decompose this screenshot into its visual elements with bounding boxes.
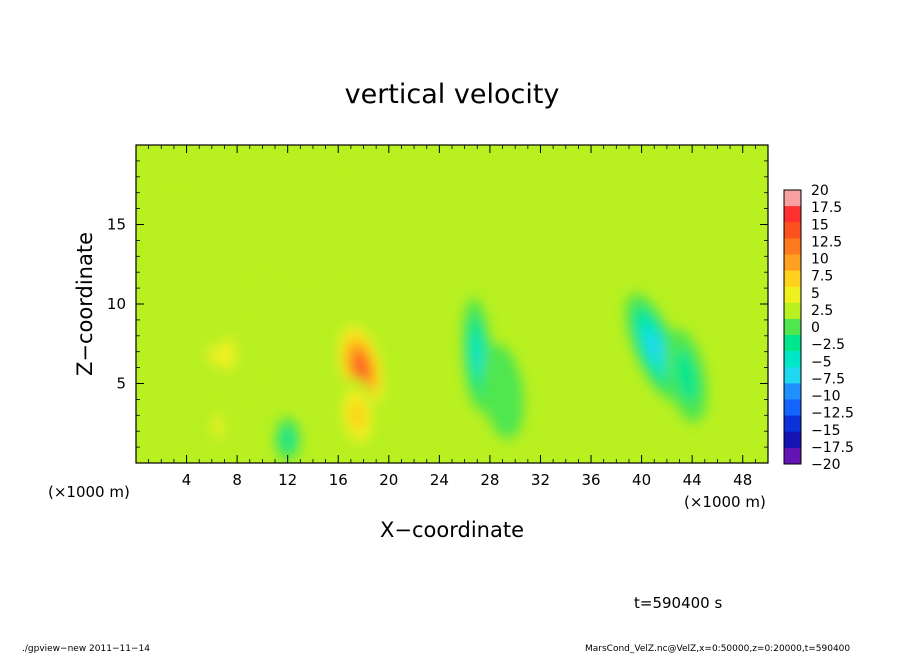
colorbar-label: −12.5 xyxy=(811,406,854,422)
colorbar-cell xyxy=(784,190,801,207)
heatmap-feature-5-level-0 xyxy=(254,278,334,426)
colorbar-label: −10 xyxy=(811,389,841,405)
footer-left: ./gpview−new 2011−11−14 xyxy=(22,644,150,654)
heatmap-feature-7-level-1 xyxy=(280,426,295,452)
colorbar-label: 20 xyxy=(811,183,829,199)
y-axis-label: Z−coordinate xyxy=(73,232,97,376)
colorbar-label: 5 xyxy=(811,286,820,302)
x-tick-label: 40 xyxy=(632,471,651,489)
colorbar-cell xyxy=(784,318,801,336)
colorbar-label: −15 xyxy=(811,423,841,439)
colorbar-cell xyxy=(784,302,801,320)
colorbar-label: 0 xyxy=(811,320,820,336)
y-tick-label: 5 xyxy=(116,375,126,393)
x-tick-label: 48 xyxy=(733,471,752,489)
heatmap-feature-11-level-1 xyxy=(673,349,698,403)
x-tick-label: 8 xyxy=(232,471,242,489)
colorbar-cell xyxy=(784,447,801,465)
x-tick-label: 24 xyxy=(430,471,449,489)
x-unit-right: (×1000 m) xyxy=(684,493,766,511)
y-tick-label: 10 xyxy=(107,295,126,313)
y-tick-label: 15 xyxy=(107,216,126,234)
x-axis-label: X−coordinate xyxy=(380,518,524,542)
colorbar-cell xyxy=(784,206,801,223)
heatmap-feature-6-level-0 xyxy=(249,176,377,273)
colorbar-cell xyxy=(784,367,801,384)
colorbar-cell xyxy=(784,415,801,433)
time-label: t=590400 s xyxy=(634,594,722,612)
colorbar-cell xyxy=(784,286,801,304)
colorbar-label: 2.5 xyxy=(811,303,833,319)
y-axis: 5 10 15 xyxy=(107,160,768,448)
colorbar-cell xyxy=(784,270,801,288)
colorbar-label: 7.5 xyxy=(811,269,833,285)
heatmap-feature-9-level-0 xyxy=(481,344,524,439)
x-unit-left: (×1000 m) xyxy=(48,483,130,501)
colorbar-label: 15 xyxy=(811,217,829,233)
colorbar-frame xyxy=(783,189,802,465)
x-tick-label: 12 xyxy=(278,471,297,489)
heatmap-feature-3-level-1 xyxy=(213,413,223,440)
heatmap-field xyxy=(136,145,768,463)
x-axis: 4 8 12 16 20 24 28 32 36 40 44 48 xyxy=(148,145,756,489)
heatmap-feature-8-level-2 xyxy=(471,332,483,378)
colorbar-label: −20 xyxy=(811,457,841,473)
colorbar-cell xyxy=(784,383,801,401)
x-tick-label: 16 xyxy=(329,471,348,489)
colorbar-label: −7.5 xyxy=(811,371,845,387)
x-tick-label: 36 xyxy=(581,471,600,489)
x-tick-label: 4 xyxy=(182,471,192,489)
x-tick-label: 28 xyxy=(480,471,499,489)
x-tick-label: 20 xyxy=(379,471,398,489)
colorbar-label: −2.5 xyxy=(811,337,845,353)
heatmap-feature-4-level-0 xyxy=(150,195,236,350)
colorbar-label: 12.5 xyxy=(811,234,842,250)
colorbar-cell xyxy=(784,351,801,368)
x-tick-label: 32 xyxy=(531,471,550,489)
heatmap-feature-10-level-3 xyxy=(645,330,663,364)
colorbar-label: 17.5 xyxy=(811,200,842,216)
colorbar-label: 10 xyxy=(811,252,829,268)
colorbar-cell xyxy=(784,238,801,255)
chart-title: vertical velocity xyxy=(345,79,560,110)
colorbar-cell xyxy=(784,399,801,417)
colorbar-cell xyxy=(784,254,801,272)
heatmap-feature-0-level-5 xyxy=(355,357,367,378)
colorbar-label: −5 xyxy=(811,354,832,370)
heatmap-feature-1-level-2 xyxy=(349,400,366,431)
x-tick-label: 44 xyxy=(683,471,702,489)
colorbar-cell xyxy=(784,431,801,449)
colorbar-cell xyxy=(784,222,801,239)
heatmap-background xyxy=(136,145,768,463)
colorbar-label: −17.5 xyxy=(811,440,854,456)
footer-right: MarsCond_VelZ.nc@VelZ,x=0:50000,z=0:2000… xyxy=(585,644,850,654)
colorbar-cell xyxy=(784,335,801,352)
